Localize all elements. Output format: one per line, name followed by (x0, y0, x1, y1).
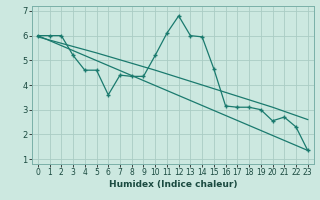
X-axis label: Humidex (Indice chaleur): Humidex (Indice chaleur) (108, 180, 237, 189)
